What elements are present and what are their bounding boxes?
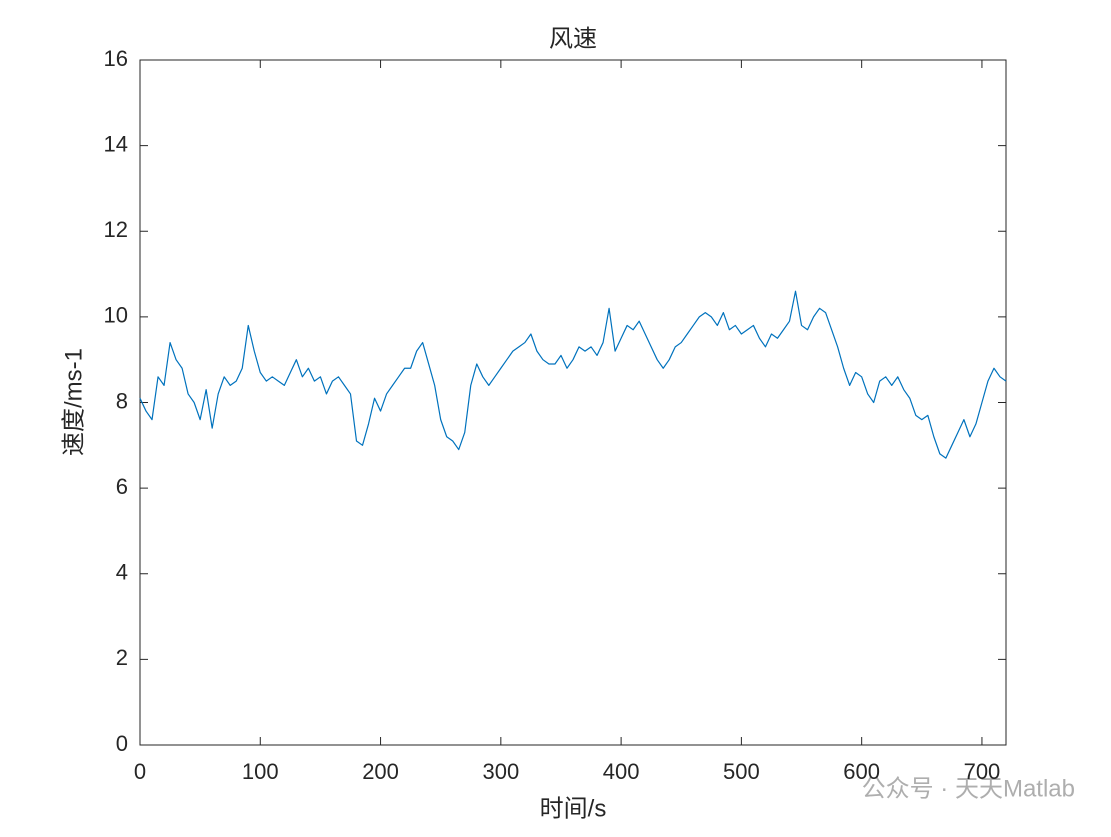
watermark: 公众号 · 天天Matlab (862, 775, 1075, 802)
x-tick-label: 400 (603, 759, 640, 784)
x-tick-label: 100 (242, 759, 279, 784)
y-tick-label: 8 (116, 388, 128, 413)
chart-title: 风速 (549, 25, 597, 52)
y-tick-label: 6 (116, 474, 128, 499)
y-tick-label: 16 (104, 46, 128, 71)
x-axis-label: 时间/s (540, 795, 607, 822)
x-tick-label: 200 (362, 759, 399, 784)
x-tick-label: 600 (843, 759, 880, 784)
y-axis-label: 速度/ms-1 (60, 348, 87, 456)
x-tick-label: 300 (482, 759, 519, 784)
y-tick-label: 2 (116, 645, 128, 670)
y-tick-label: 12 (104, 217, 128, 242)
x-tick-label: 700 (964, 759, 1001, 784)
y-tick-label: 0 (116, 731, 128, 756)
y-tick-label: 14 (104, 131, 128, 156)
plot-box (139, 59, 1007, 746)
x-tick-label: 0 (134, 759, 146, 784)
y-tick-label: 4 (116, 560, 128, 585)
y-tick-label: 10 (104, 303, 128, 328)
data-line (139, 290, 1007, 459)
x-tick-label: 500 (723, 759, 760, 784)
